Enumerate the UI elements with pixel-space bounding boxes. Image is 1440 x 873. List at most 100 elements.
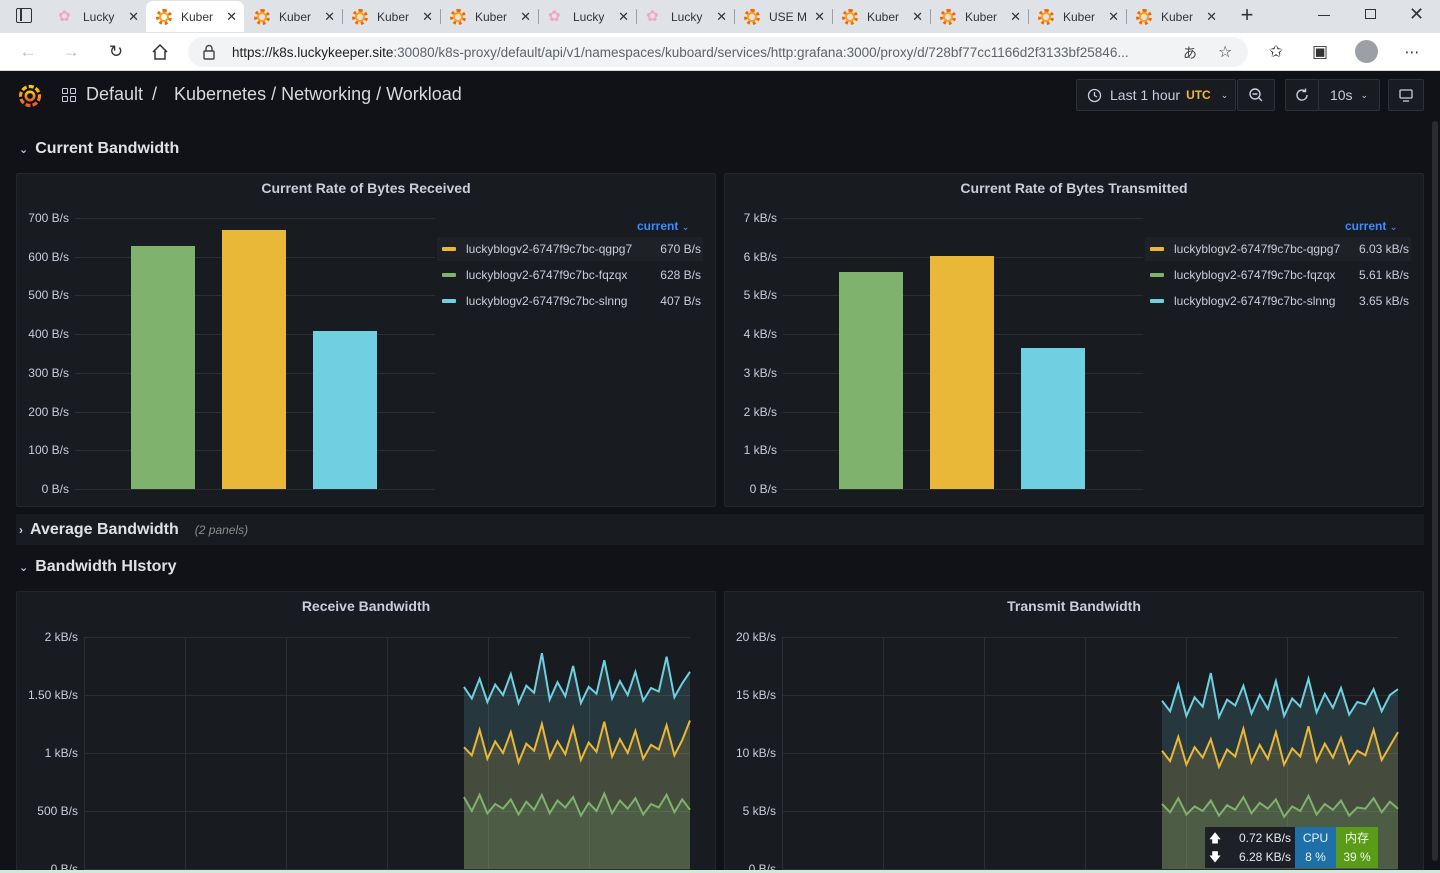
tab-close-icon[interactable]: ✕ [324,8,335,24]
series-line[interactable] [463,653,691,707]
tab-close-icon[interactable]: ✕ [716,8,727,24]
panel-bytes-received[interactable]: Current Rate of Bytes Received current ⌄… [16,173,716,507]
time-picker-button[interactable]: Last 1 hour UTC ⌄ [1076,79,1236,111]
url-text[interactable]: https://k8s.luckykeeper.site:30080/k8s-p… [232,45,1129,60]
legend-item[interactable]: luckyblogv2-6747f9c7bc-fqzqx 628 B/s [437,263,703,287]
series-line[interactable] [1161,724,1399,770]
y-tick-label: 6 kB/s [743,249,777,264]
tab-close-icon[interactable]: ✕ [128,8,139,24]
zoom-out-button[interactable] [1237,79,1275,111]
browser-tab[interactable]: ✿ Lucky ✕ [48,1,146,32]
dashboard-title[interactable]: Kubernetes / Networking / Workload [174,84,462,104]
browser-tab[interactable]: Kuber ✕ [832,1,930,32]
legend-item[interactable]: luckyblogv2-6747f9c7bc-qgpg7 670 B/s [437,237,703,261]
network-monitor-widget[interactable]: 🡅 🡇 0.72 KB/s 6.28 KB/s CPU 8 % 内存 39 % [1205,827,1378,868]
series-line[interactable] [1161,672,1399,721]
legend-color-swatch [442,273,456,277]
profile-avatar[interactable] [1355,40,1378,63]
lock-icon[interactable] [202,44,216,60]
bar[interactable] [222,229,286,489]
tab-close-icon[interactable]: ✕ [618,8,629,24]
memory-meter: 内存 39 % [1336,827,1378,868]
panel-title[interactable]: Current Rate of Bytes Transmitted [960,180,1188,196]
browser-tab[interactable]: Kuber ✕ [342,1,440,32]
blossom-icon: ✿ [58,7,71,25]
y-tick-label: 700 B/s [28,211,69,225]
url-bar[interactable]: https://k8s.luckykeeper.site:30080/k8s-p… [188,37,1248,67]
series-line[interactable] [463,791,691,818]
series-line[interactable] [463,720,691,766]
panel-title[interactable]: Receive Bandwidth [301,598,431,614]
panel-title[interactable]: Transmit Bandwidth [1007,598,1141,614]
close-window-button[interactable]: ✕ [1409,4,1425,24]
dashboard-scrollbar[interactable] [1432,121,1438,861]
refresh-icon [1296,88,1308,101]
row-average-bandwidth[interactable]: › Average Bandwidth (2 panels) [16,514,1424,545]
browser-tab[interactable]: ✿ Lucky ✕ [636,1,734,32]
reload-button[interactable]: ↻ [108,42,124,61]
tab-close-icon[interactable]: ✕ [814,8,825,24]
legend-item[interactable]: luckyblogv2-6747f9c7bc-slnng 407 B/s [437,289,703,313]
back-button[interactable]: ← [19,42,37,61]
panel-bytes-transmitted[interactable]: Current Rate of Bytes Transmitted curren… [724,173,1424,507]
legend-item[interactable]: luckyblogv2-6747f9c7bc-qgpg7 6.03 kB/s [1145,237,1411,261]
download-speed: 6.28 KB/s [1238,850,1291,864]
tab-close-icon[interactable]: ✕ [1206,8,1217,24]
row-bandwidth-history[interactable]: ⌄ Bandwidth HIstory [16,551,1424,583]
browser-tab[interactable]: Kuber ✕ [930,1,1028,32]
legend-value: 3.65 kB/s [1358,294,1409,308]
grafana-logo-icon[interactable] [17,82,43,108]
grafana-icon [1136,8,1152,25]
legend-item[interactable]: luckyblogv2-6747f9c7bc-slnng 3.65 kB/s [1145,289,1411,313]
tab-close-icon[interactable]: ✕ [520,8,531,24]
tab-separator [1028,9,1029,24]
new-tab-button[interactable]: + [1240,2,1254,27]
series-line[interactable] [1161,793,1399,819]
browser-tab[interactable]: Kuber ✕ [1126,1,1224,32]
tab-close-icon[interactable]: ✕ [1108,8,1119,24]
bar[interactable] [930,255,994,489]
bar[interactable] [839,271,903,489]
favorites-icon[interactable]: ✩ [1268,42,1284,61]
tab-close-icon[interactable]: ✕ [226,8,237,24]
row-current-bandwidth[interactable]: ⌄ Current Bandwidth [16,133,1424,165]
tab-close-icon[interactable]: ✕ [1010,8,1021,24]
page-load-indicator [0,870,1440,873]
panel-title[interactable]: Current Rate of Bytes Received [261,180,471,196]
bar[interactable] [1021,347,1085,489]
more-menu-icon[interactable]: ⋯ [1404,44,1420,61]
upload-speed: 0.72 KB/s [1238,831,1291,845]
browser-tab[interactable]: USE M ✕ [734,1,832,32]
bar[interactable] [131,245,195,489]
tv-mode-button[interactable] [1388,79,1424,111]
browser-tab[interactable]: Kuber ✕ [244,1,342,32]
browser-tab[interactable]: Kuber ✕ [440,1,538,32]
browser-tab[interactable]: Kuber ✕ [1028,1,1126,32]
grafana-icon [156,8,172,25]
series-area [464,720,690,869]
legend-sort-header[interactable]: current ⌄ [1345,219,1397,233]
restore-button[interactable] [1365,9,1376,19]
legend-item[interactable]: luckyblogv2-6747f9c7bc-fqzqx 5.61 kB/s [1145,263,1411,287]
panel-transmit-bandwidth[interactable]: Transmit Bandwidth 20 kB/s 15 kB/s 10 kB/s… [724,591,1424,873]
read-aloud-icon[interactable]: あ [1183,45,1197,61]
home-button[interactable] [148,40,172,64]
legend-sort-header[interactable]: current ⌄ [637,219,689,233]
refresh-interval-picker[interactable]: 10s ⌄ [1318,79,1380,111]
breadcrumb-folder[interactable]: Default [86,84,144,104]
legend-color-swatch [1150,299,1164,303]
tab-close-icon[interactable]: ✕ [912,8,923,24]
browser-tab[interactable]: ✿ Lucky ✕ [538,1,636,32]
browser-tab[interactable]: Kuber ✕ [146,1,244,32]
bar[interactable] [313,331,377,489]
panel-receive-bandwidth[interactable]: Receive Bandwidth 2 kB/s 1.50 kB/s 1 kB/s 5… [16,591,716,873]
collections-icon[interactable]: ▣ [1311,42,1329,61]
minimize-button[interactable] [1318,15,1330,16]
forward-button[interactable]: → [62,42,80,61]
dashboards-grid-icon[interactable] [62,88,76,102]
grid-line [84,637,85,873]
tab-close-icon[interactable]: ✕ [422,8,433,24]
refresh-button[interactable] [1285,79,1319,111]
add-favorite-icon[interactable]: ☆ [1218,44,1233,61]
tab-actions-icon[interactable] [16,8,32,23]
